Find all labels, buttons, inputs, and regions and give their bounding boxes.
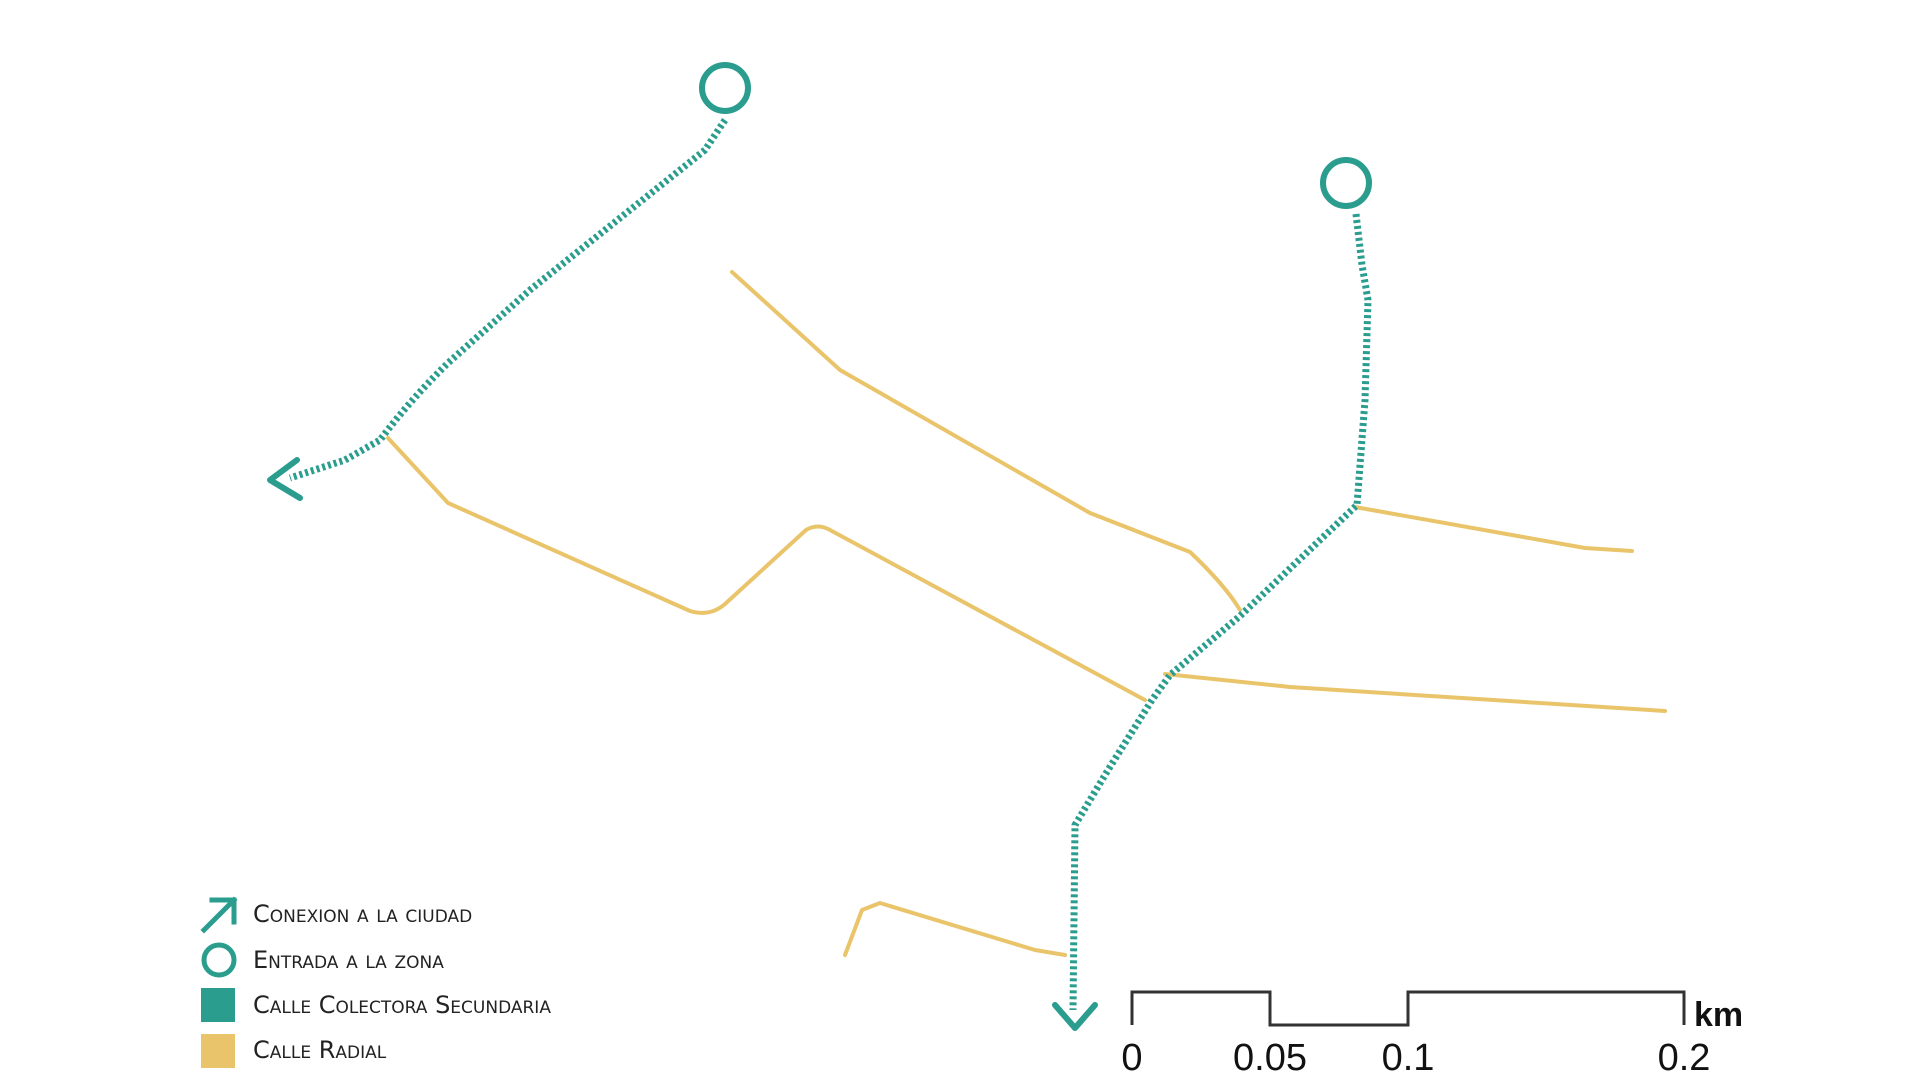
- scale-bar: 0 0.05 0.1 0.2 km: [1121, 990, 1743, 1079]
- zone-entrances: [699, 62, 1372, 209]
- legend: Conexion a la ciudad Entrada a la zona C…: [200, 896, 551, 1068]
- connection-routes: [288, 118, 1372, 1011]
- scale-bar-line: [1130, 990, 1686, 1027]
- scale-label: 0: [1121, 1037, 1142, 1079]
- arrow-head-south-icon: [1052, 1002, 1098, 1031]
- circle-outline-icon: [201, 942, 237, 978]
- arrow-up-right-icon: [200, 896, 238, 934]
- radial-streets: [386, 270, 1667, 957]
- zone-entrance-circle-icon: [699, 62, 751, 114]
- legend-item-entrance: Entrada a la zona: [201, 942, 444, 978]
- radial-street: [386, 436, 1147, 702]
- legend-item-connection: Conexion a la ciudad: [200, 896, 472, 934]
- radial-street: [1163, 672, 1667, 713]
- scale-label: 0.1: [1382, 1037, 1435, 1079]
- yellow-square-icon: [201, 1034, 235, 1068]
- radial-street: [843, 901, 1067, 957]
- legend-label: Conexion a la ciudad: [253, 900, 472, 928]
- legend-label: Entrada a la zona: [253, 946, 444, 974]
- legend-label: Calle Colectora Secundaria: [253, 991, 551, 1019]
- arrow-heads: [267, 457, 1098, 1031]
- connection-route-south: [1069, 213, 1372, 1011]
- connection-route-west: [288, 118, 728, 482]
- radial-street: [730, 270, 1242, 612]
- legend-item-radial-street: Calle Radial: [201, 1034, 387, 1068]
- legend-item-secondary-street: Calle Colectora Secundaria: [201, 988, 551, 1022]
- scale-label: 0.2: [1658, 1037, 1711, 1079]
- teal-square-icon: [201, 988, 235, 1022]
- radial-street: [1353, 505, 1634, 553]
- zone-entrance-circle-icon: [1320, 157, 1372, 209]
- legend-label: Calle Radial: [253, 1036, 387, 1064]
- scale-unit: km: [1694, 996, 1743, 1034]
- arrow-head-west-icon: [267, 457, 303, 501]
- scale-label: 0.05: [1233, 1037, 1307, 1079]
